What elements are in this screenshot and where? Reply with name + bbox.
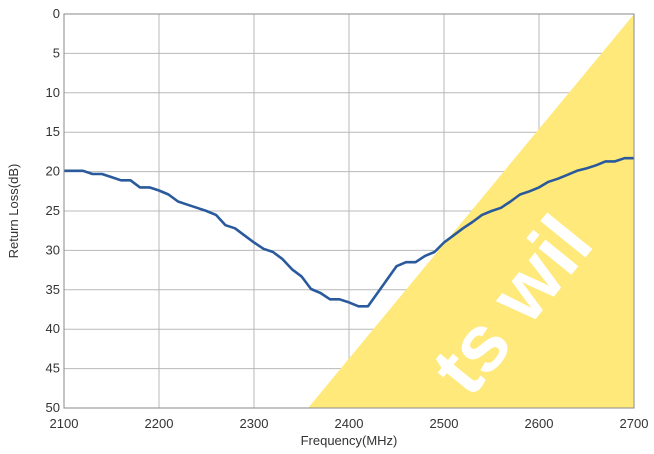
y-tick-labels: 0 5 10 15 20 25 30 35 40 45 50	[46, 6, 60, 415]
y-tick-label: 35	[46, 282, 60, 297]
y-tick-label: 45	[46, 361, 60, 376]
watermark-band	[308, 14, 634, 408]
x-tick-label: 2100	[50, 416, 79, 431]
x-tick-label: 2400	[335, 416, 364, 431]
x-tick-label: 2600	[525, 416, 554, 431]
x-tick-label: 2700	[620, 416, 649, 431]
x-tick-labels: 2100 2200 2300 2400 2500 2600 2700	[50, 416, 649, 431]
x-tick-label: 2500	[430, 416, 459, 431]
series-layer	[64, 156, 634, 308]
y-tick-label: 5	[53, 45, 60, 60]
plot-frame	[63, 13, 635, 409]
y-tick-label: 30	[46, 242, 60, 257]
y-tick-label: 0	[53, 6, 60, 21]
watermark: ts wil	[308, 14, 634, 408]
y-tick-label: 10	[46, 85, 60, 100]
y-tick-label: 40	[46, 321, 60, 336]
x-tick-label: 2200	[145, 416, 174, 431]
series-line-0	[64, 156, 634, 308]
y-tick-label: 15	[46, 124, 60, 139]
x-tick-label: 2300	[240, 416, 269, 431]
y-tick-label: 25	[46, 203, 60, 218]
y-tick-label: 50	[46, 400, 60, 415]
y-tick-label: 20	[46, 164, 60, 179]
x-axis-title: Frequency(MHz)	[301, 433, 398, 448]
y-axis-title: Return Loss(dB)	[6, 164, 21, 259]
